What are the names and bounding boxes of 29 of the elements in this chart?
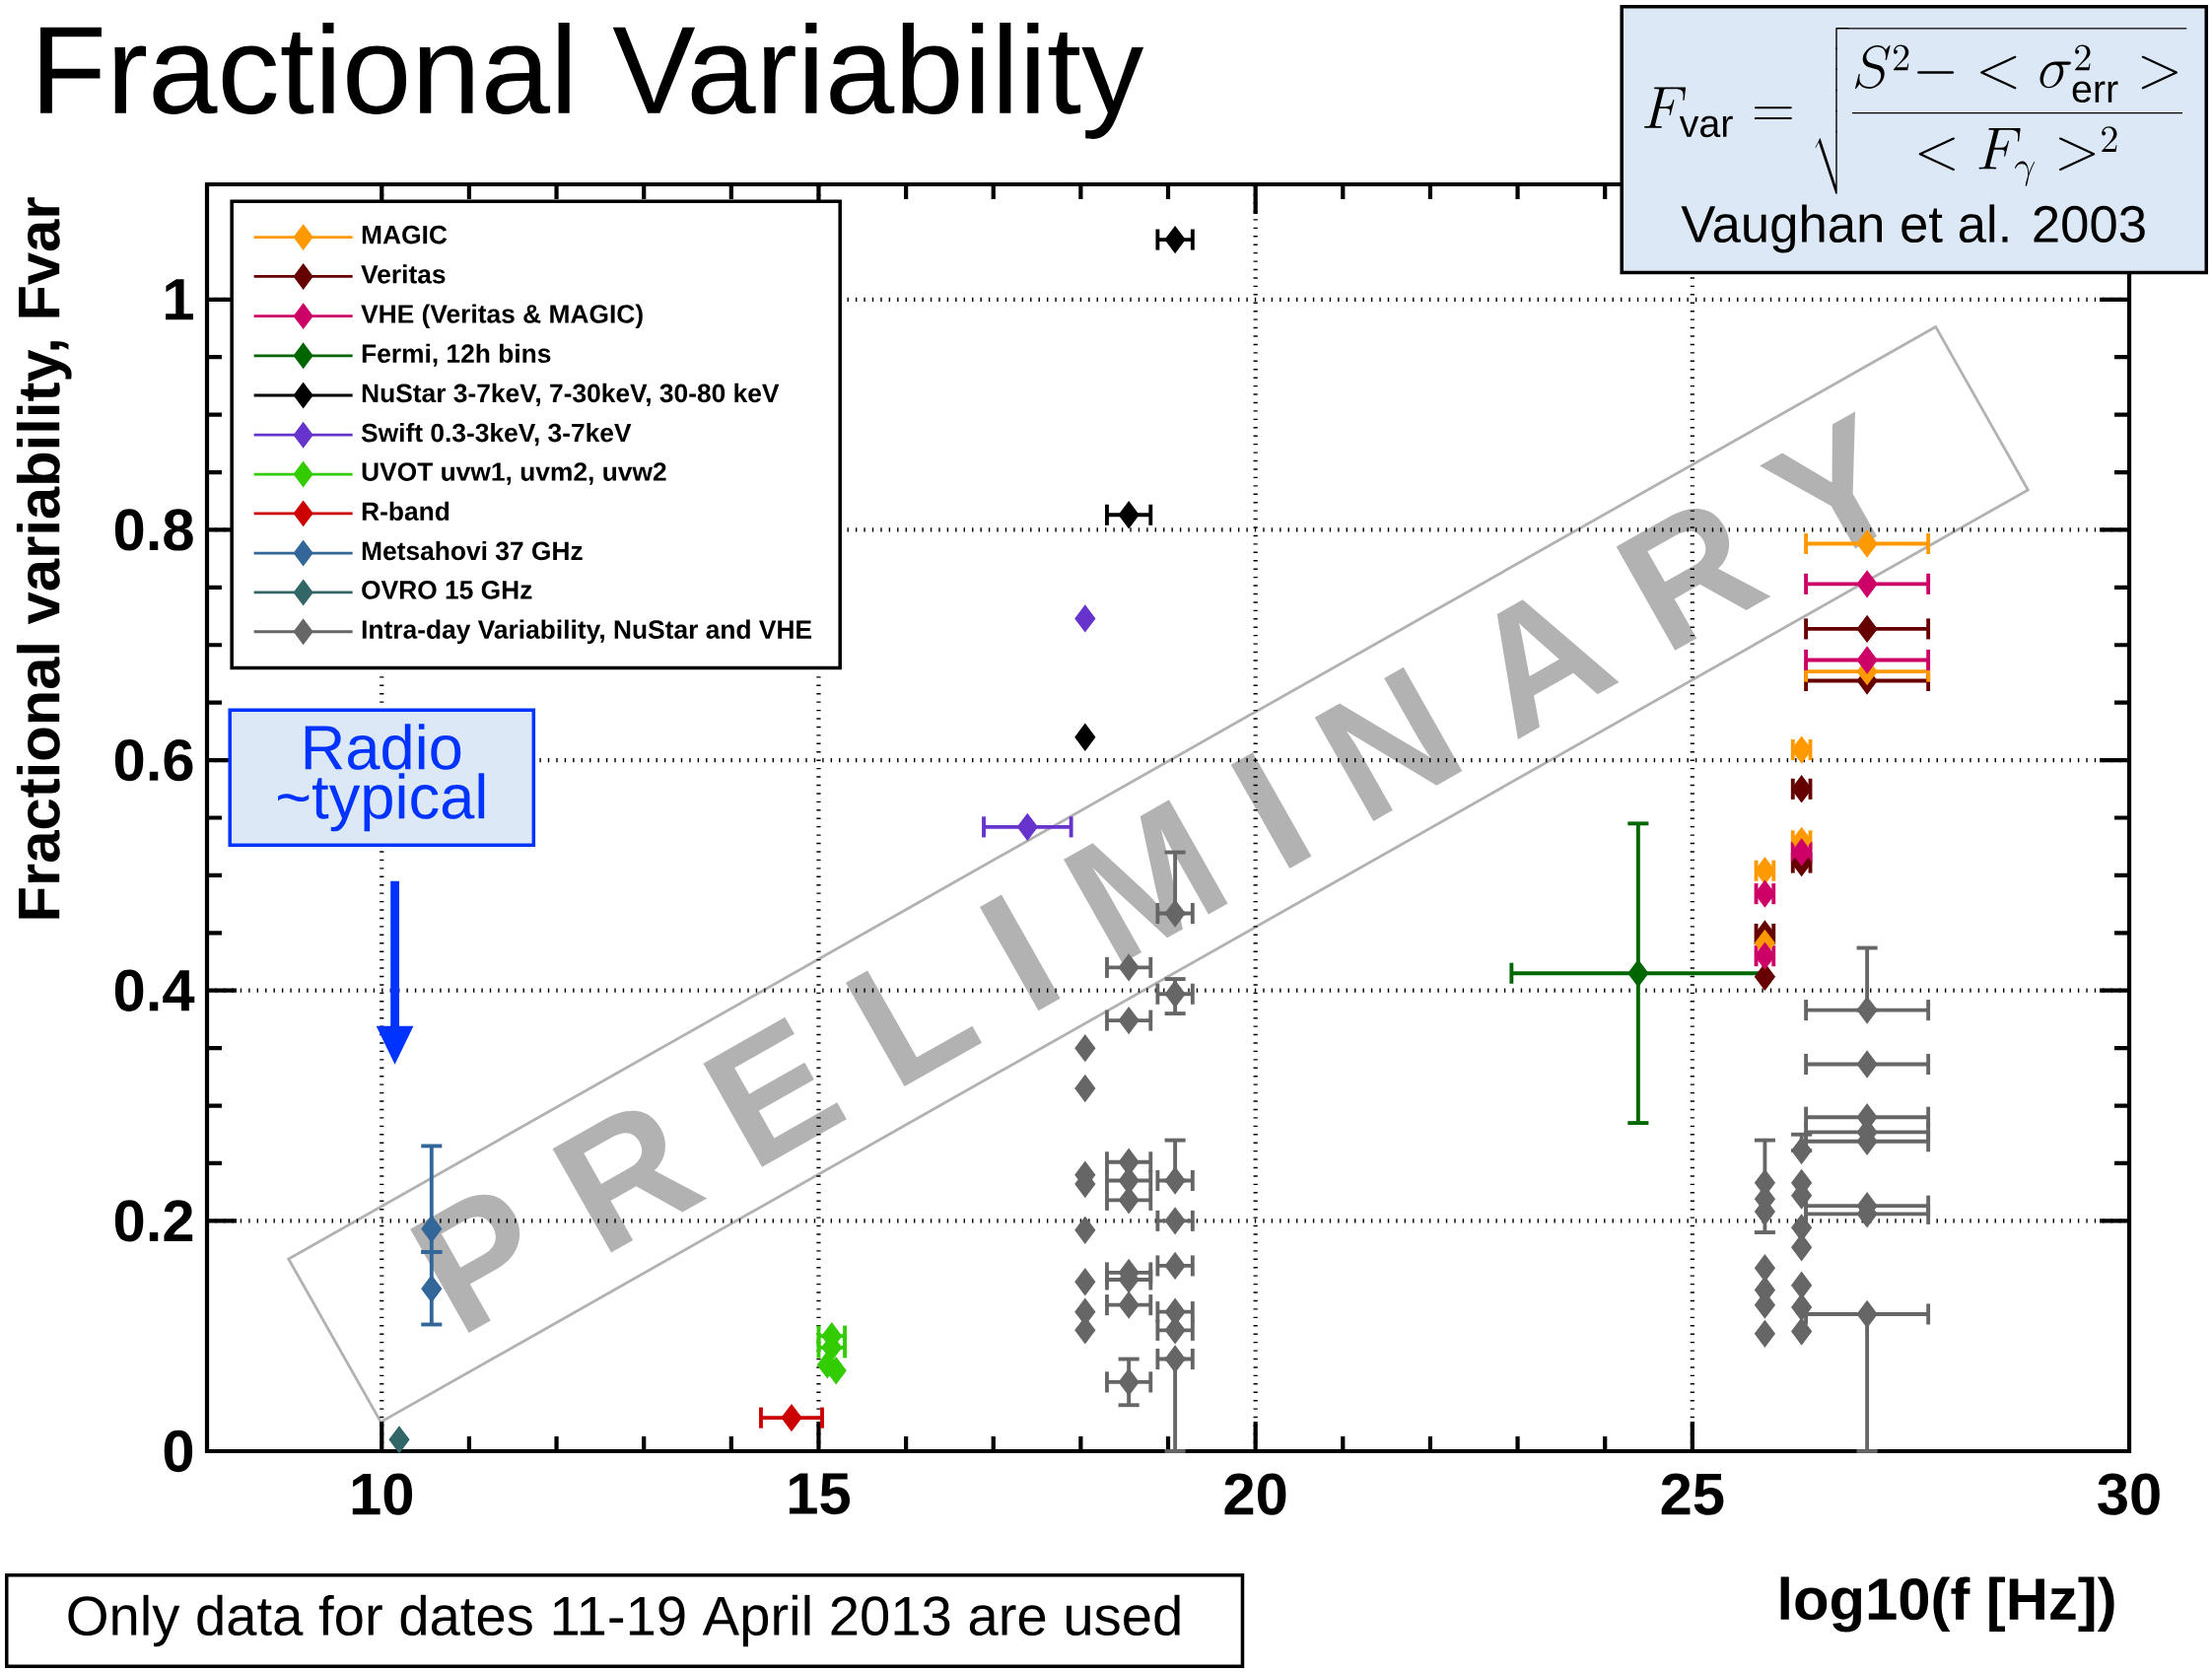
annotation: Vaughan et al. 2003 bbox=[1681, 204, 2145, 253]
legend-label: Veritas bbox=[361, 264, 446, 284]
legend-label: Intra-day Variability, NuStar and VHE bbox=[362, 619, 812, 645]
y-tick-label: 0.8 bbox=[114, 509, 193, 551]
x-tick-label: 20 bbox=[1224, 1473, 1286, 1515]
legend-label: VHE (Veritas & MAGIC) bbox=[361, 304, 643, 328]
x-tick-label: 25 bbox=[1661, 1473, 1724, 1515]
y-tick-label: 0.4 bbox=[114, 969, 195, 1011]
annotation: $F_{\mathrm{var}} = \sqrt{\frac{S^2 - <\sigma^2_{\mathrm{err}}>}{<F_\gamma>^2}}$ bbox=[1644, 28, 2187, 194]
legend-label: Metsahovi 37 GHz bbox=[362, 540, 583, 561]
legend-label: OVRO 15 GHz bbox=[362, 581, 532, 599]
text: Only data for dates 11-19 April 2013 are used bbox=[68, 1594, 1180, 1647]
x-tick-label: 15 bbox=[789, 1473, 851, 1515]
y-tick-label: 0 bbox=[164, 1429, 193, 1473]
y-tick-label: 0.6 bbox=[114, 738, 193, 782]
legend-label: Swift 0.3-3keV, 3-7keV bbox=[361, 423, 632, 447]
annotation: Radio ~typical bbox=[278, 724, 485, 832]
legend-label: MAGIC bbox=[362, 225, 448, 244]
legend-label: R-band bbox=[362, 501, 449, 522]
y-axis-title: Fractional variability, Fvar bbox=[16, 197, 72, 919]
chart-title: Fractional Variability bbox=[40, 23, 1144, 139]
legend-label: UVOT uvw1, uvm2, uvw2 bbox=[362, 462, 666, 485]
y-tick-label: 0.2 bbox=[114, 1200, 193, 1242]
legend-label: NuStar 3-7keV, 7-30keV, 30-80 keV bbox=[362, 383, 780, 406]
legend-label: Fermi, 12h bins bbox=[362, 343, 551, 367]
x-tick-label: 10 bbox=[352, 1473, 413, 1515]
x-tick-label: 30 bbox=[2098, 1473, 2160, 1515]
x-axis-title: log10(f [Hz]) bbox=[1780, 1576, 2114, 1633]
y-tick-label: 1 bbox=[166, 279, 193, 320]
